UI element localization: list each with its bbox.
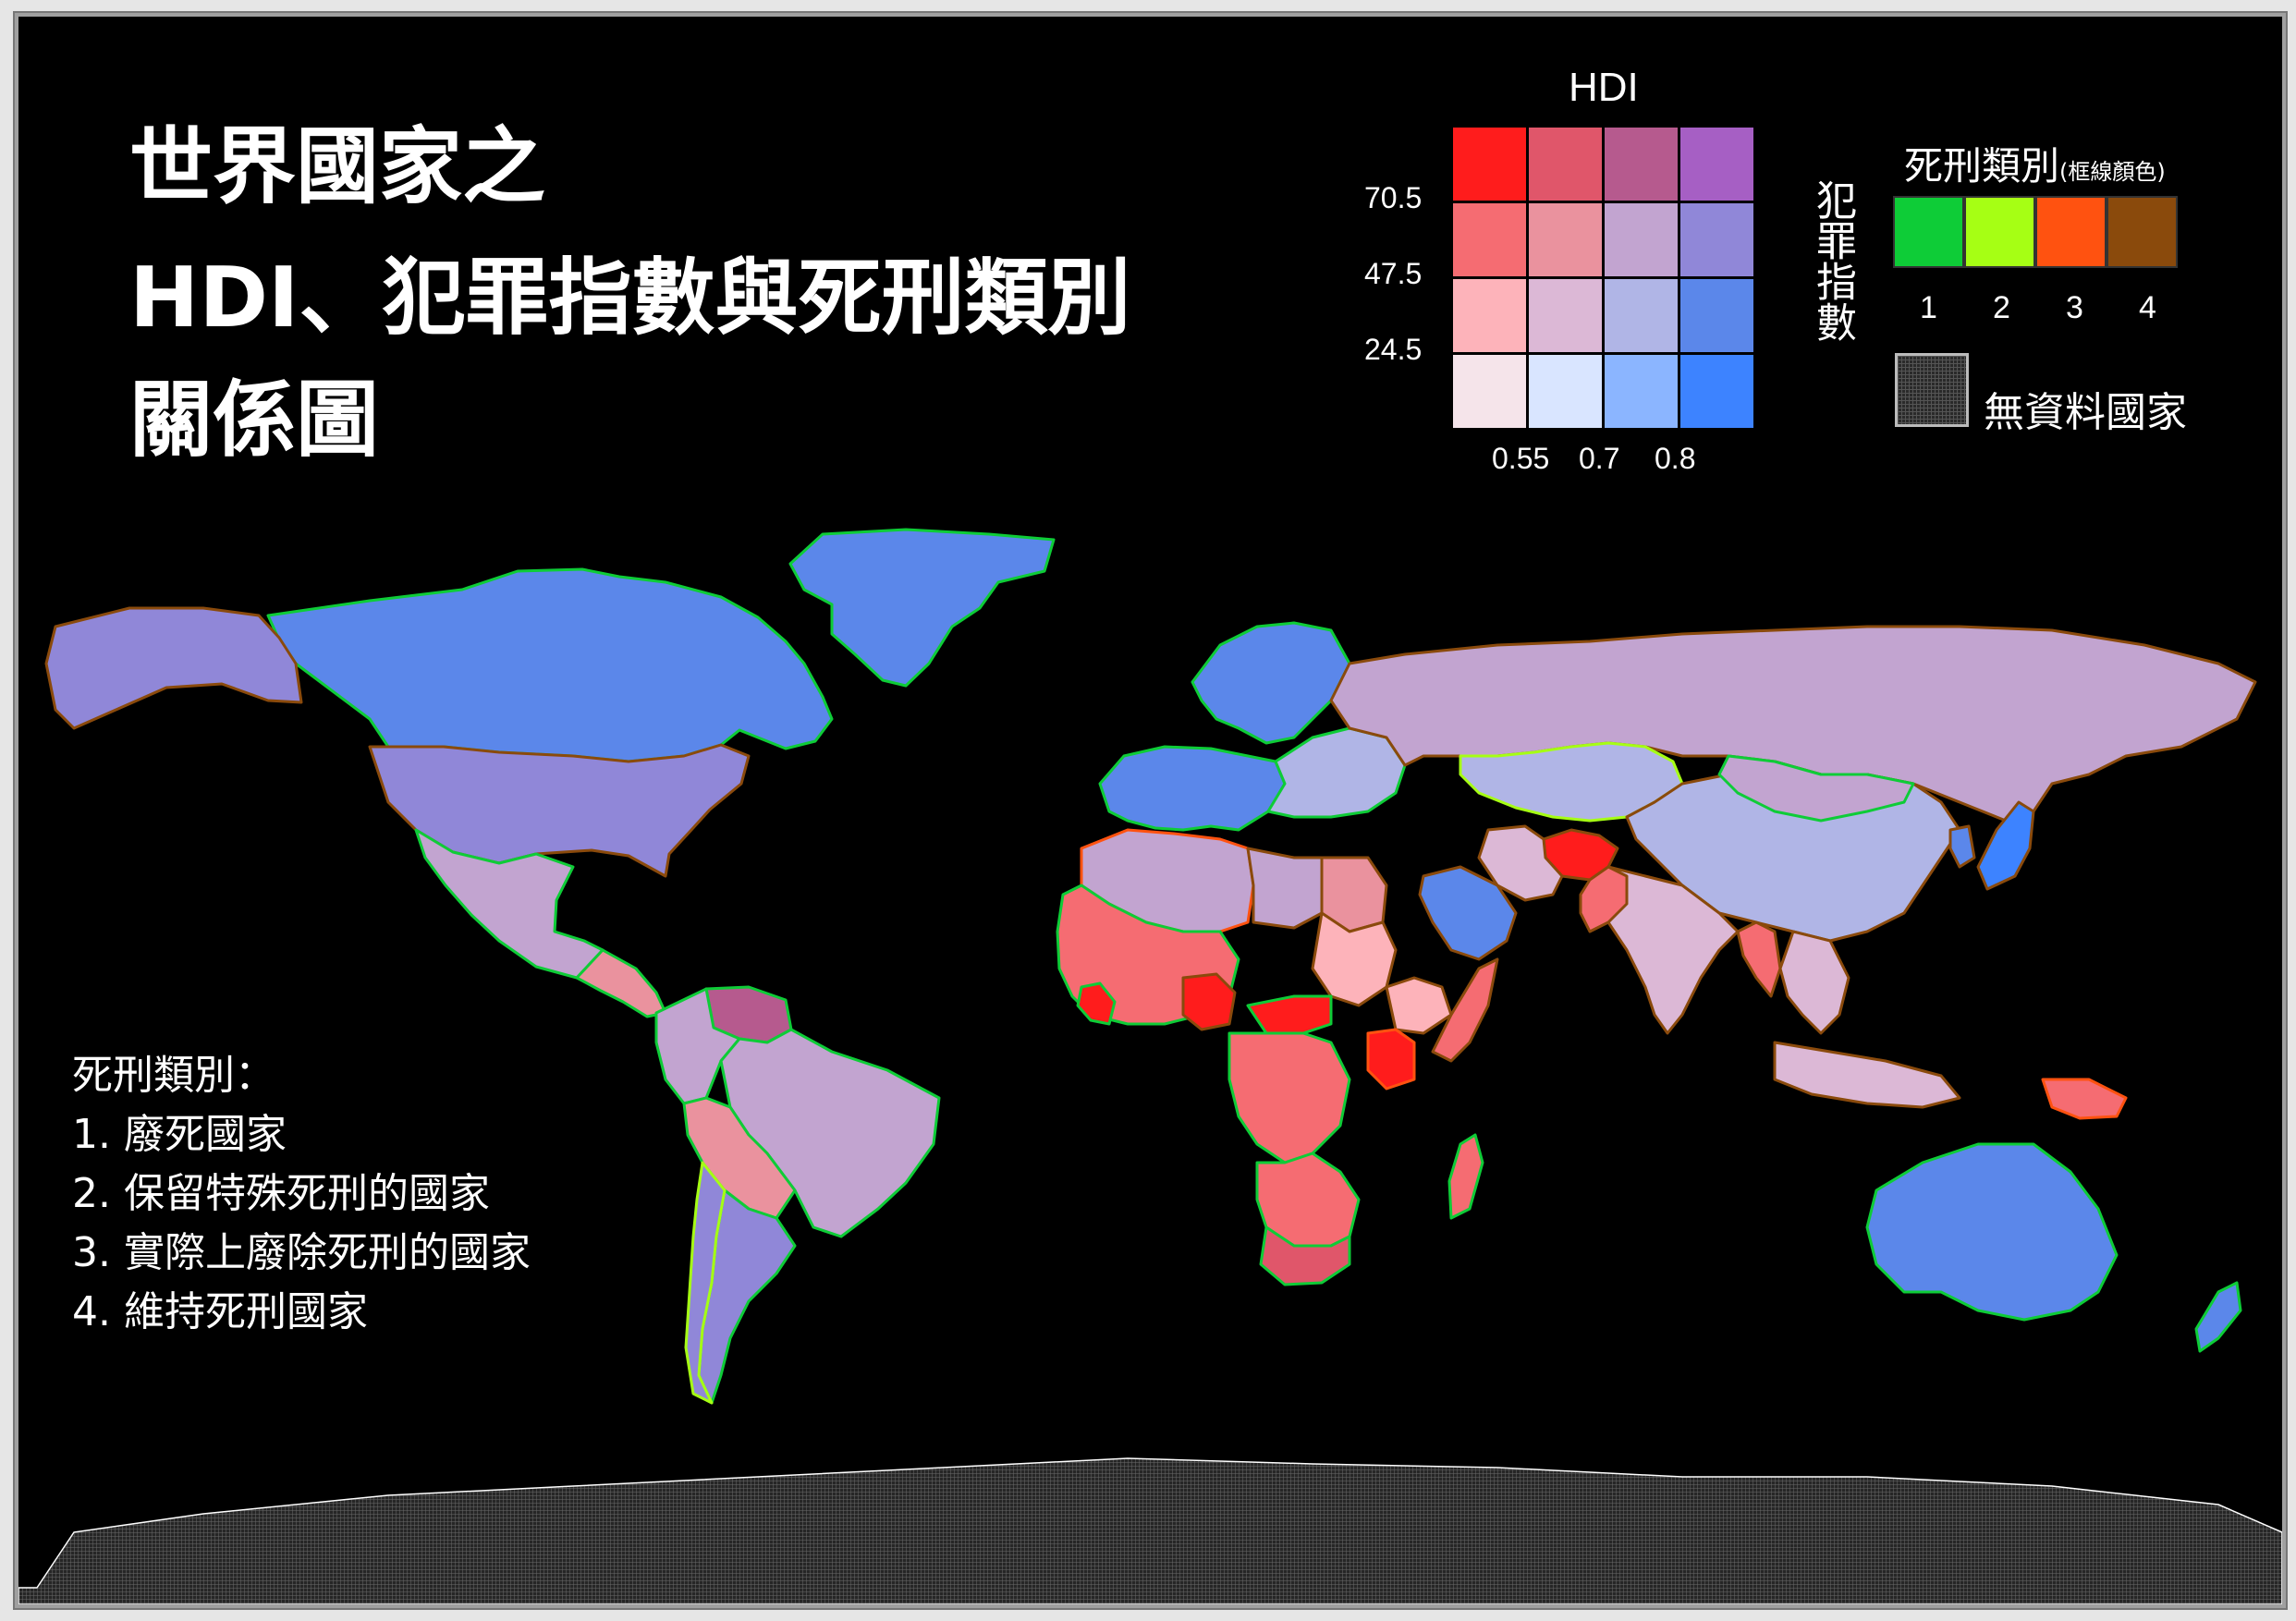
country-iran [1477,824,1564,902]
explanation-item: 2. 保留特殊死刑的國家 [72,1170,490,1217]
bivariate-legend-grid [1453,128,1753,428]
country-greenland [788,528,1056,688]
country-colombia-andes [654,987,741,1105]
legend-cell [1529,279,1602,352]
country-korea [1948,824,1976,869]
category-number: 4 [2139,290,2156,325]
country-congo [1227,1031,1351,1164]
crime-tick: 47.5 [1364,257,1423,290]
country-saudi-arabia [1418,865,1518,961]
no-data-swatch [1895,353,1969,427]
country-canada [266,567,834,763]
legend-cell [1605,355,1678,428]
hdi-tick: 0.7 [1579,442,1620,475]
map-title-line-3: 關係圖 [129,372,379,469]
death-penalty-swatches [1893,196,2178,268]
explanation-item: 1. 廢死國家 [72,1111,287,1158]
legend-cell [1529,128,1602,201]
legend-cell [1680,279,1753,352]
no-data-label: 無資料國家 [1984,389,2187,436]
legend-cell [1453,203,1526,276]
legend-cell [1680,203,1753,276]
country-pakistan [1579,865,1629,933]
country-southeast-asia [1778,930,1850,1035]
country-south-africa [1259,1225,1351,1286]
country-libya [1246,847,1324,930]
country-somalia [1431,957,1499,1063]
country-eastern-europe [1266,726,1407,819]
country-japan [1976,800,2035,891]
death-penalty-legend-note: (框線顏色) [2059,159,2166,185]
crime-index-axis-label: 犯罪指數 [1809,179,1856,342]
country-ethiopia [1385,976,1453,1035]
death-penalty-legend-title-text: 死刑類別 [1904,143,2060,189]
legend-cell [1680,128,1753,201]
country-antarctica [18,1457,2282,1604]
category-number: 3 [2066,290,2083,325]
explanation-item: 3. 實際上廢除死刑的國家 [72,1229,531,1276]
country-peru-bolivia [682,1096,797,1220]
legend-cell [1680,355,1753,428]
death-penalty-swatch [2035,196,2107,268]
legend-cell [1529,355,1602,428]
category-number: 1 [1920,290,1937,325]
country-myanmar [1736,920,1782,998]
country-madagascar [1447,1133,1484,1220]
legend-cell [1453,128,1526,201]
explanation-heading: 死刑類別： [72,1052,275,1099]
country-western-europe [1098,745,1287,832]
death-penalty-swatch [2107,196,2178,268]
country-india [1588,865,1740,1035]
map-title-line-2: HDI、犯罪指數與死刑類別 [129,250,1131,347]
hdi-tick: 0.8 [1655,442,1696,475]
legend-cell [1453,355,1526,428]
crime-tick: 70.5 [1364,181,1423,214]
crime-tick: 24.5 [1364,333,1423,366]
death-penalty-explanation: 死刑類別： 1. 廢死國家 2. 保留特殊死刑的國家 3. 實際上廢除死刑的國家… [72,1046,531,1342]
country-indonesia [1773,1041,1961,1109]
death-penalty-swatch [1893,196,1964,268]
country-new-zealand [2194,1281,2242,1353]
legend-cell [1605,279,1678,352]
legend-cell [1529,203,1602,276]
country-mongolia [1717,754,1915,823]
country-mexico [414,828,605,980]
legend-cell [1605,203,1678,276]
country-nigeria [1181,972,1237,1031]
legend-cell [1605,128,1678,201]
country-kenya [1366,1028,1416,1091]
death-penalty-legend-title: 死刑類別(框線顏色) [1904,135,2166,191]
map-frame: 世界國家之 HDI、犯罪指數與死刑類別 關係圖 HDI 70.5 47.5 24… [15,13,2286,1608]
country-central-african-republic [1246,994,1333,1035]
country-chile [684,1161,727,1405]
hdi-tick: 0.55 [1492,442,1550,475]
map-title-line-1: 世界國家之 [129,118,545,215]
explanation-item: 4. 維持死刑國家 [72,1288,368,1335]
country-sierra-leone-liberia [1076,981,1117,1026]
country-alaska-united-states [44,606,303,730]
world-map [18,528,2282,1604]
country-scandinavia [1191,621,1351,745]
hdi-legend-title: HDI [1569,65,1639,110]
legend-cell [1453,279,1526,352]
country-papua-new-guinea [2041,1078,2128,1120]
category-number: 2 [1993,290,2010,325]
country-australia [1865,1142,2119,1322]
death-penalty-swatch [1964,196,2035,268]
